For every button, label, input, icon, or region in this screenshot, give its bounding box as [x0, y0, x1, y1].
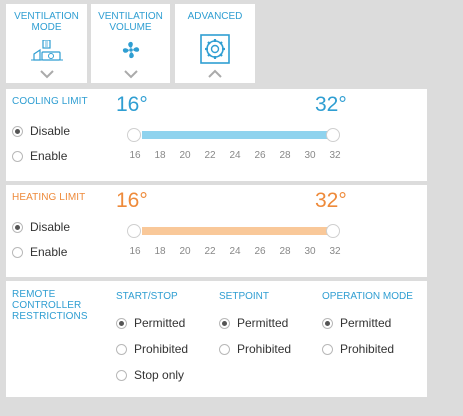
operation-mode-heading: OPERATION MODE: [322, 291, 413, 302]
chevron-up-icon: [208, 69, 222, 78]
start-stop-permitted-radio[interactable]: Permitted: [116, 316, 185, 330]
tick-label: 32: [329, 150, 341, 161]
tick-label: 24: [229, 246, 241, 257]
tick-label: 30: [304, 150, 316, 161]
heating-low-value: 16°: [116, 189, 148, 212]
tick-label: 24: [229, 150, 241, 161]
heating-low-handle[interactable]: [127, 224, 141, 238]
option-label: Permitted: [340, 316, 392, 330]
start-stop-stop-only-radio[interactable]: Stop only: [116, 368, 184, 382]
operation-mode-prohibited-radio[interactable]: Prohibited: [322, 342, 394, 356]
remote-restrictions-panel: REMOTE CONTROLLER RESTRICTIONS START/STO…: [6, 281, 427, 397]
radio-button[interactable]: [116, 343, 127, 355]
option-label: Prohibited: [237, 342, 292, 356]
cooling-high-value: 32°: [315, 93, 347, 116]
tick-label: 16: [129, 246, 141, 257]
tab-ventilation-volume[interactable]: VENTILATION VOLUME: [91, 4, 170, 83]
radio-button[interactable]: [116, 369, 127, 381]
heating-tick-labels: 16 18 20 22 24 26 28 30 32: [129, 246, 345, 258]
tab-ventilation-mode[interactable]: VENTILATION MODE: [6, 4, 87, 83]
tab-label-line1: ADVANCED: [187, 11, 243, 22]
tick-label: 26: [254, 150, 266, 161]
radio-button[interactable]: [219, 317, 230, 329]
heating-enable-radio[interactable]: Enable: [12, 245, 67, 259]
heating-enable-label: Enable: [30, 245, 68, 259]
setpoint-permitted-radio[interactable]: Permitted: [219, 316, 288, 330]
cooling-tick-labels: 16 18 20 22 24 26 28 30 32: [129, 150, 345, 162]
heating-disable-radio[interactable]: Disable: [12, 220, 70, 234]
chevron-down-icon: [39, 70, 54, 79]
heating-high-value: 32°: [315, 189, 347, 212]
setpoint-heading: SETPOINT: [219, 291, 270, 302]
heating-disable-label: Disable: [30, 220, 71, 234]
option-label: Prohibited: [340, 342, 395, 356]
start-stop-heading: START/STOP: [116, 291, 178, 302]
cooling-range-track[interactable]: [142, 131, 338, 139]
tick-label: 18: [154, 150, 166, 161]
tab-advanced-label: ADVANCED: [175, 11, 255, 22]
heating-limit-panel: HEATING LIMIT Disable Enable 16° 32° 16 …: [6, 185, 427, 277]
radio-button[interactable]: [12, 246, 23, 258]
title-line: RESTRICTIONS: [12, 311, 88, 322]
tick-label: 20: [179, 246, 191, 257]
tab-advanced[interactable]: ADVANCED: [175, 4, 255, 83]
advanced-settings-icon: [200, 34, 230, 64]
title-line: REMOTE: [12, 289, 56, 300]
ventilation-mode-icon: [30, 40, 63, 61]
option-label: Permitted: [237, 316, 289, 330]
chevron-down-icon: [123, 70, 138, 79]
cooling-limit-title: COOLING LIMIT: [12, 96, 88, 107]
heating-high-handle[interactable]: [326, 224, 340, 238]
radio-button[interactable]: [322, 317, 333, 329]
radio-button[interactable]: [12, 125, 23, 137]
heating-limit-title: HEATING LIMIT: [12, 192, 86, 203]
tick-label: 32: [329, 246, 341, 257]
radio-button[interactable]: [116, 317, 127, 329]
tab-label-line2: VOLUME: [109, 22, 152, 33]
tab-ventilation-volume-label: VENTILATION VOLUME: [91, 11, 170, 33]
tick-label: 30: [304, 246, 316, 257]
option-label: Prohibited: [134, 342, 189, 356]
cooling-high-handle[interactable]: [326, 128, 340, 142]
tick-label: 18: [154, 246, 166, 257]
cooling-enable-label: Enable: [30, 149, 68, 163]
tab-label-line1: VENTILATION: [14, 11, 79, 22]
cooling-disable-label: Disable: [30, 124, 71, 138]
radio-button[interactable]: [322, 343, 333, 355]
cooling-low-value: 16°: [116, 93, 148, 116]
tick-label: 28: [279, 150, 291, 161]
radio-button[interactable]: [12, 150, 23, 162]
tick-label: 26: [254, 246, 266, 257]
cooling-enable-radio[interactable]: Enable: [12, 149, 67, 163]
tab-label-line2: MODE: [31, 22, 62, 33]
radio-button[interactable]: [219, 343, 230, 355]
operation-mode-permitted-radio[interactable]: Permitted: [322, 316, 391, 330]
tick-label: 22: [204, 246, 216, 257]
tab-label-line1: VENTILATION: [98, 11, 163, 22]
heating-range-track[interactable]: [142, 227, 338, 235]
remote-restrictions-title: REMOTE CONTROLLER RESTRICTIONS: [12, 289, 88, 322]
cooling-limit-panel: COOLING LIMIT Disable Enable 16° 32° 16 …: [6, 89, 427, 181]
title-line: CONTROLLER: [12, 300, 82, 311]
start-stop-prohibited-radio[interactable]: Prohibited: [116, 342, 188, 356]
cooling-low-handle[interactable]: [127, 128, 141, 142]
tick-label: 20: [179, 150, 191, 161]
tab-ventilation-mode-label: VENTILATION MODE: [6, 11, 87, 33]
option-label: Permitted: [134, 316, 186, 330]
tick-label: 22: [204, 150, 216, 161]
cooling-disable-radio[interactable]: Disable: [12, 124, 70, 138]
option-label: Stop only: [134, 368, 185, 382]
tick-label: 28: [279, 246, 291, 257]
radio-button[interactable]: [12, 221, 23, 233]
setpoint-prohibited-radio[interactable]: Prohibited: [219, 342, 291, 356]
fan-icon: [122, 41, 139, 59]
tick-label: 16: [129, 150, 141, 161]
